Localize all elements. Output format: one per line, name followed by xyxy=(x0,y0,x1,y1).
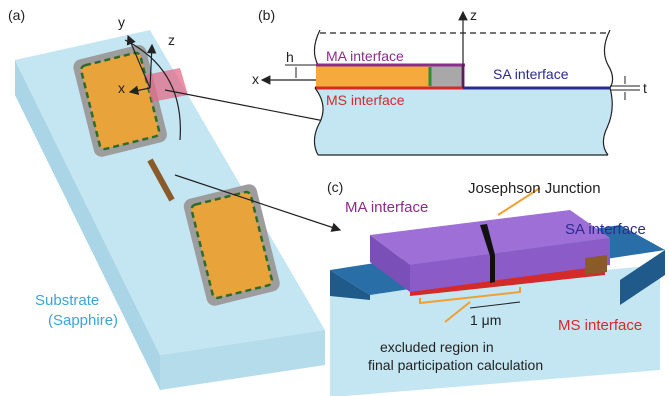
panel-c: (c) MA interface SA interface MS interfa… xyxy=(327,179,665,396)
axis-label: x xyxy=(252,71,259,87)
substrate-label: Substrate xyxy=(35,292,99,309)
interface-label: MA interface xyxy=(326,48,404,64)
oxide xyxy=(430,65,463,88)
dimension-label: t xyxy=(643,80,647,96)
axis-label: z xyxy=(168,32,175,48)
interface-label: MS interface xyxy=(558,317,642,334)
panel-label: (b) xyxy=(258,7,275,23)
axis-label: z xyxy=(470,7,477,23)
panel-a: (a) y z x Substrate (Sapphire) xyxy=(8,7,345,390)
metal-film xyxy=(316,65,430,88)
interface-label: MS interface xyxy=(326,92,405,108)
dimension-label: h xyxy=(286,49,294,65)
interface-label: MA interface xyxy=(345,199,428,216)
axis-label: x xyxy=(118,80,125,96)
figure: (a) y z x Substrate (Sapphire) (b) z x h… xyxy=(0,0,669,396)
substrate-label: (Sapphire) xyxy=(48,312,118,329)
bar-end xyxy=(585,255,607,275)
junction-label: Josephson Junction xyxy=(468,180,601,197)
note: final participation calculation xyxy=(368,357,543,373)
panel-label: (a) xyxy=(8,7,25,23)
panel-b: (b) z x h t MA interface SA interface MS… xyxy=(252,7,647,155)
interface-label: SA interface xyxy=(493,66,569,82)
note: excluded region in xyxy=(380,339,494,355)
interface-label: SA interface xyxy=(565,221,646,238)
axis-label: y xyxy=(118,14,125,30)
panel-label: (c) xyxy=(327,179,343,195)
scale-label: 1 μm xyxy=(470,312,501,328)
